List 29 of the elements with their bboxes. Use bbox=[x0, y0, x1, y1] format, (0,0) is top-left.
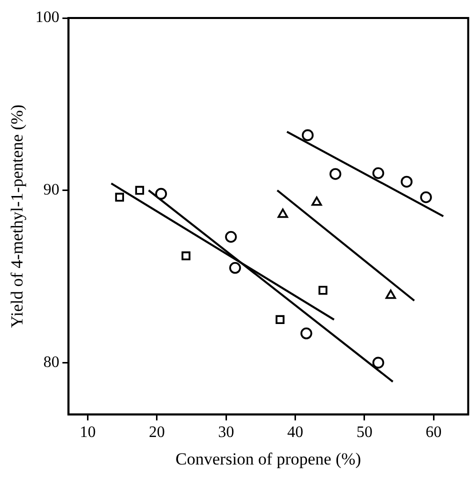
point bbox=[276, 315, 284, 324]
point bbox=[420, 191, 432, 204]
point bbox=[115, 192, 124, 202]
point bbox=[329, 168, 342, 180]
y-tick-label: 90 bbox=[43, 182, 60, 199]
point bbox=[386, 290, 396, 299]
x-tick-label: 40 bbox=[287, 424, 304, 442]
y-axis-title: Yield of 4-methyl-1-pentene (%) bbox=[8, 104, 27, 328]
x-tick-label: 10 bbox=[80, 424, 96, 442]
point bbox=[300, 327, 312, 340]
point bbox=[400, 176, 413, 188]
y-tick-label: 100 bbox=[35, 9, 60, 26]
x-tick-label: 60 bbox=[426, 424, 442, 442]
point bbox=[225, 230, 237, 243]
point bbox=[229, 262, 241, 274]
point bbox=[278, 208, 288, 218]
x-tick-label: 50 bbox=[356, 424, 372, 442]
point bbox=[155, 188, 167, 200]
point bbox=[372, 356, 384, 369]
x-axis-title: Conversion of propene (%) bbox=[176, 449, 362, 468]
x-tick-label: 30 bbox=[218, 424, 234, 442]
point bbox=[302, 129, 314, 142]
point bbox=[135, 186, 144, 195]
point bbox=[182, 251, 190, 260]
point bbox=[372, 167, 384, 180]
y-tick-label: 80 bbox=[43, 354, 60, 371]
point bbox=[318, 286, 328, 295]
point bbox=[311, 196, 322, 206]
x-tick-label: 20 bbox=[148, 424, 165, 442]
